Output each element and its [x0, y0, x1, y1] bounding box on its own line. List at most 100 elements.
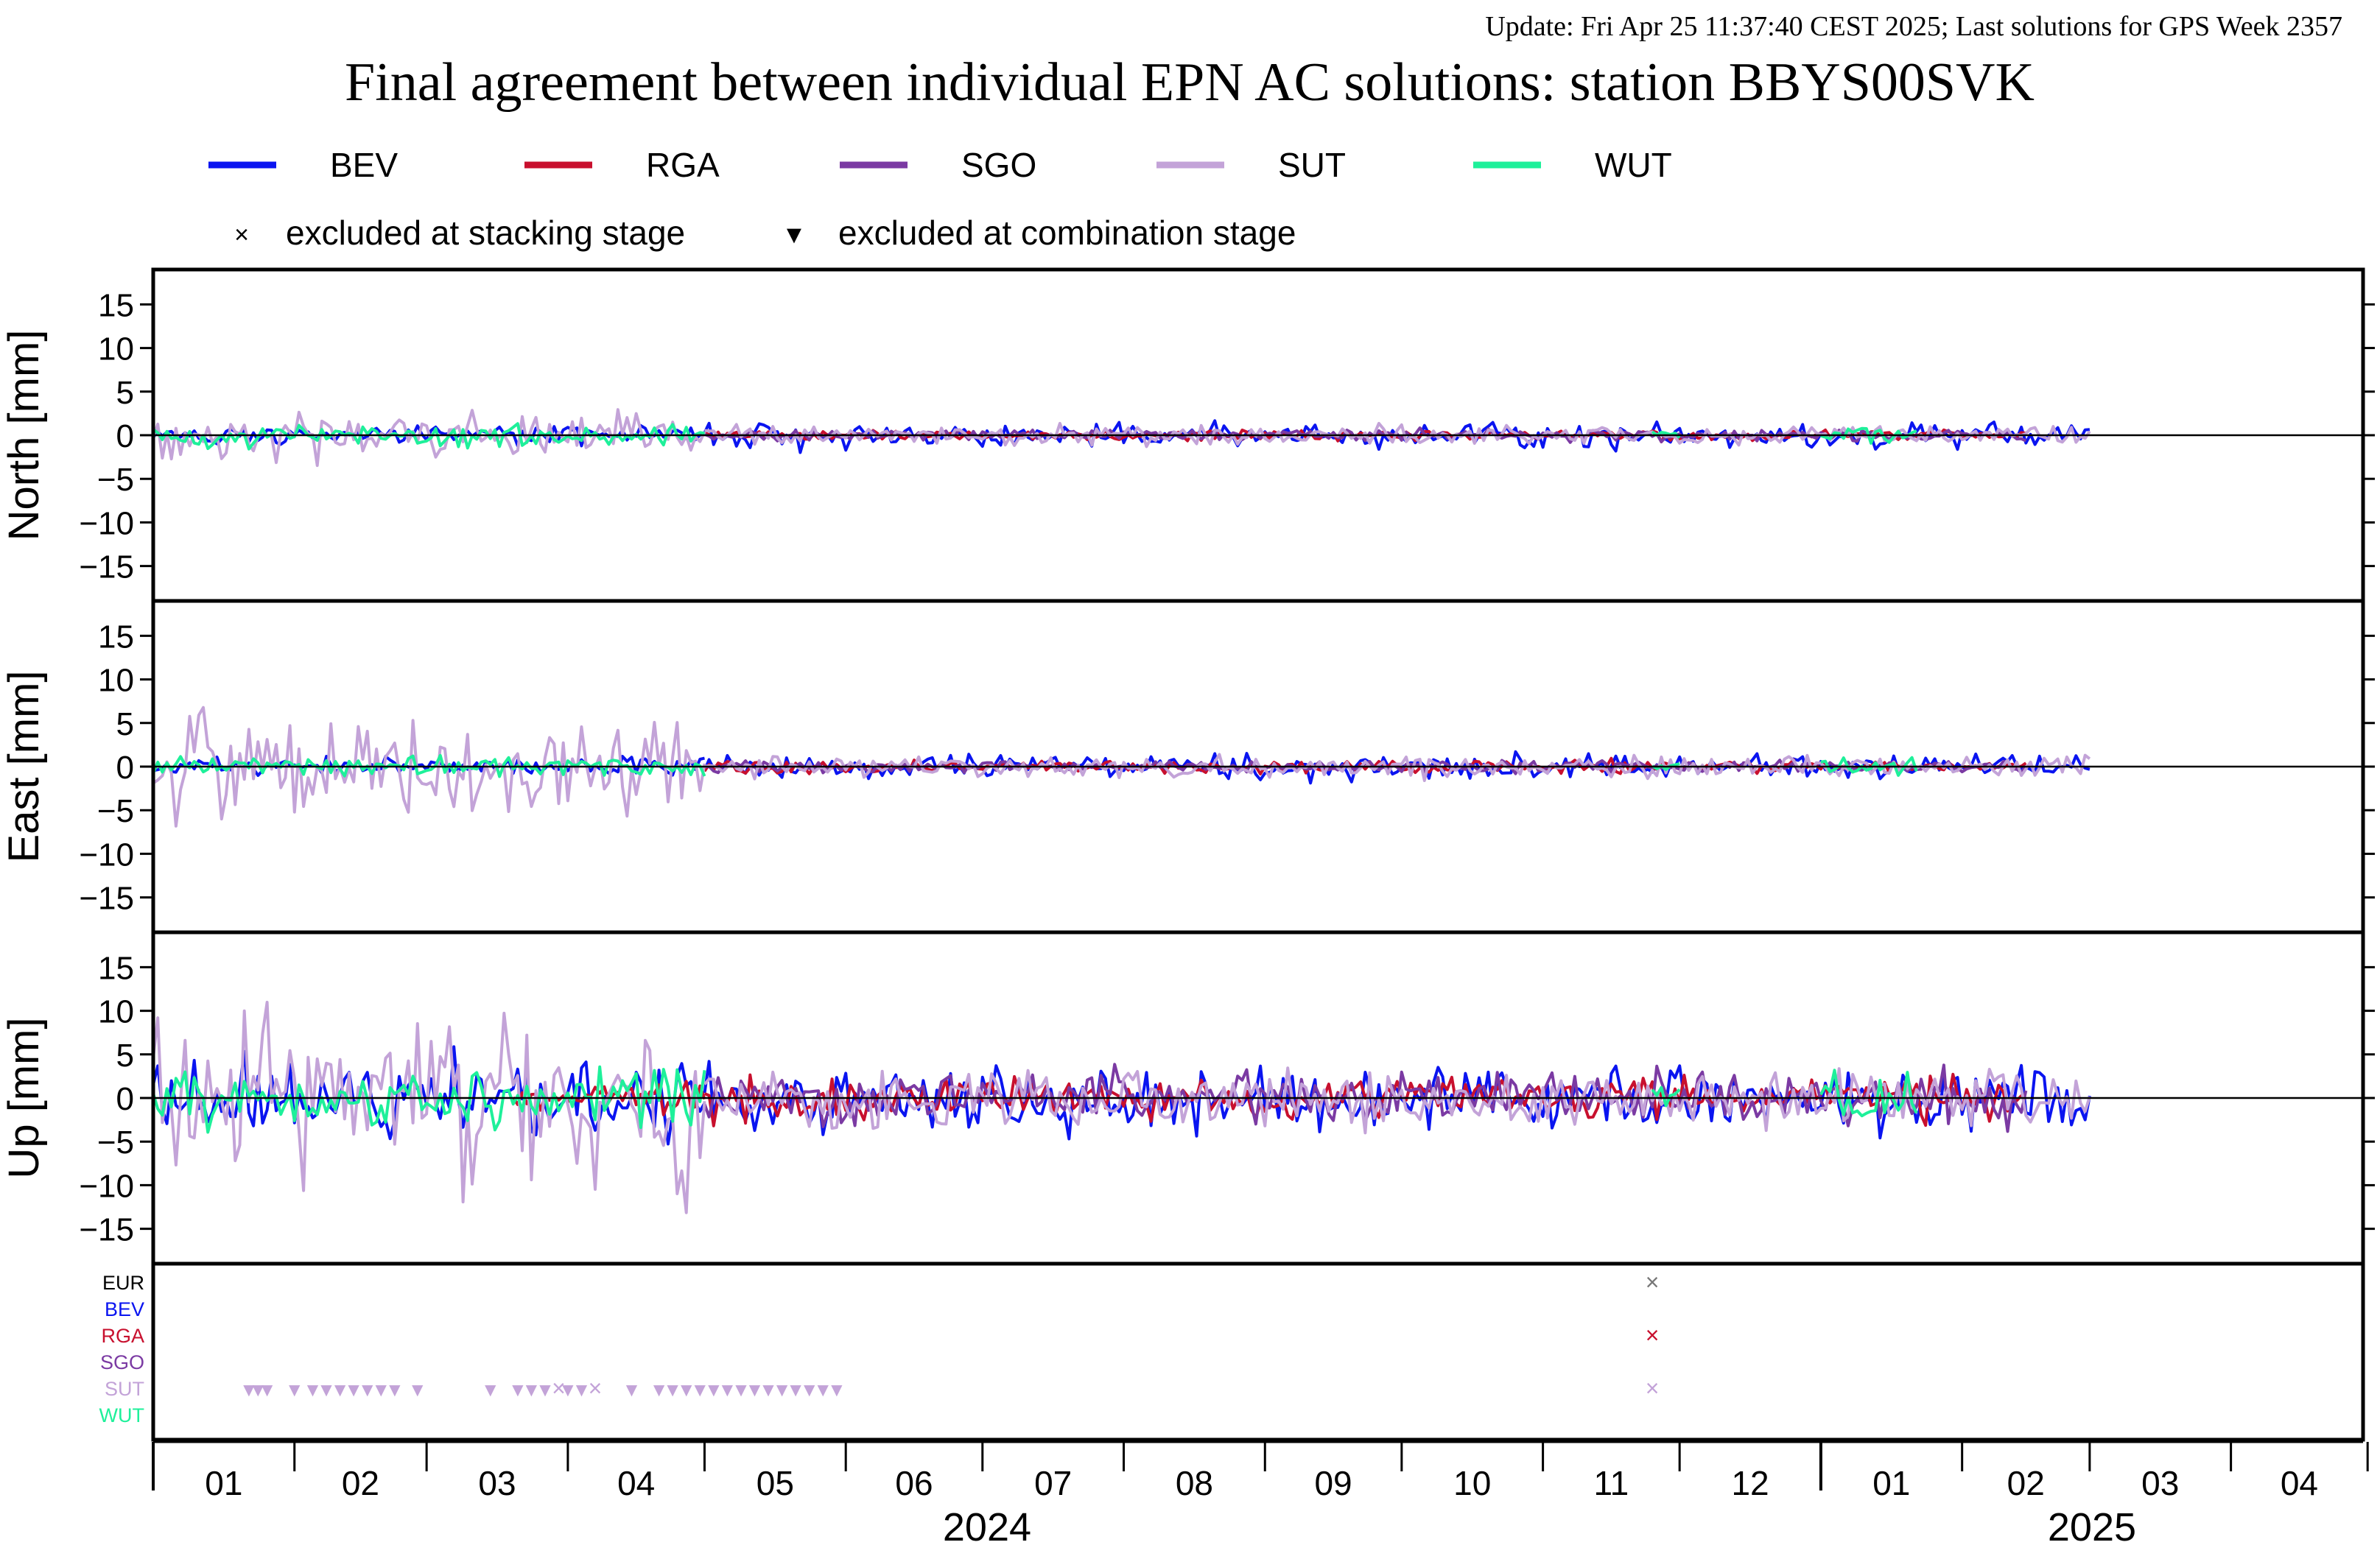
exclusion-marker: ▼	[285, 1379, 304, 1401]
panel-east: 15 10 5 0 −5 −10 −15 East [mm]	[0, 599, 2375, 935]
x-month-label: 01	[1872, 1464, 1910, 1502]
x-month-label: 06	[895, 1464, 933, 1502]
exclusion-marker: ▼	[786, 1379, 805, 1401]
exclusion-marker: ▼	[239, 1379, 259, 1401]
y-tick-label: −15	[79, 549, 134, 585]
y-tick-label: 10	[98, 663, 134, 699]
exclusion-marker: ▼	[813, 1379, 832, 1401]
exclusion-frame	[151, 1261, 2365, 1442]
exclusion-marker: ▼	[331, 1379, 350, 1401]
exclusion-row-label-sut: SUT	[105, 1378, 144, 1400]
exclusion-marker: ▼	[385, 1379, 404, 1401]
exclusion-row-label-eur: EUR	[102, 1272, 144, 1294]
x-month-label: 03	[2141, 1464, 2179, 1502]
series-line-sut	[704, 753, 2091, 782]
y-tick-label: 15	[98, 619, 134, 655]
series-line-wut	[153, 422, 705, 451]
x-month-label: 10	[1453, 1464, 1491, 1502]
y-tick-label: −5	[97, 462, 134, 498]
exclusion-marker: ▼	[481, 1379, 500, 1401]
chart-title: Final agreement between individual EPN A…	[345, 52, 2035, 113]
x-month-label: 11	[1593, 1464, 1629, 1502]
legend-label-sgo: SGO	[961, 146, 1036, 184]
exclusion-row-label-bev: BEV	[105, 1298, 144, 1320]
exclusion-marker: ▼	[522, 1379, 541, 1401]
x-month-label: 05	[757, 1464, 794, 1502]
exclusion-marker: ▼	[371, 1379, 390, 1401]
x-month-label: 02	[2007, 1464, 2045, 1502]
series-line-wut	[153, 1065, 706, 1134]
exclusion-marker: ▼	[358, 1379, 377, 1401]
exclusion-marker: ▼	[731, 1379, 751, 1401]
y-tick-label: 15	[98, 950, 134, 986]
series-line-sut	[704, 421, 2091, 448]
update-timestamp: Update: Fri Apr 25 11:37:40 CEST 2025; L…	[1485, 11, 2342, 42]
panels: 15 10 5 0 −5 −10 −15 North [mm] 15 10 5 0 −5 −10 −15 Ea…	[0, 267, 2375, 1266]
y-tick-label: 5	[116, 706, 134, 742]
series-line-wut	[1651, 762, 1680, 772]
x-month-label: 04	[2281, 1464, 2318, 1502]
x-month-label: 01	[205, 1464, 242, 1502]
exclusion-marker: ×	[1646, 1375, 1660, 1401]
y-tick-label: −5	[97, 793, 134, 829]
x-year-label: 2024	[943, 1505, 1031, 1545]
legend-label-sut: SUT	[1278, 146, 1346, 184]
exclusion-row-label-wut: WUT	[99, 1404, 144, 1426]
exclusion-marker: ▼	[759, 1379, 778, 1401]
exclusion-marker: ▼	[650, 1379, 669, 1401]
exclusion-marker: ▼	[800, 1379, 819, 1401]
x-month-label: 03	[478, 1464, 516, 1502]
exclusion-marker: ×	[1646, 1322, 1660, 1348]
y-tick-label: −10	[79, 1168, 134, 1204]
y-tick-label: 5	[116, 1038, 134, 1074]
y-tick-label: 15	[98, 287, 134, 323]
y-tick-label: 0	[116, 418, 134, 454]
y-tick-label: −5	[97, 1125, 134, 1161]
exclusion-marker: ▼	[508, 1379, 527, 1401]
exclusion-marker: ▼	[622, 1379, 642, 1401]
exclusion-marker: ▼	[572, 1379, 592, 1401]
y-tick-label: −15	[79, 1212, 134, 1248]
y-tick-label: 0	[116, 1081, 134, 1117]
exclusion-marker: ×	[589, 1375, 603, 1401]
exclusion-marker: ▼	[704, 1379, 723, 1401]
exclusion-marker: ▼	[677, 1379, 696, 1401]
legend-marker-label: excluded at combination stage	[838, 214, 1296, 252]
y-axis-label: North [mm]	[0, 330, 48, 541]
series-line-wut	[1651, 1085, 1681, 1108]
legend-marker-symbol: ▼	[782, 221, 807, 249]
exclusion-marker: ▼	[536, 1379, 555, 1401]
exclusion-marker: ▼	[718, 1379, 737, 1401]
y-tick-label: −15	[79, 881, 134, 917]
exclusion-marker: ▼	[317, 1379, 336, 1401]
y-tick-label: 10	[98, 994, 134, 1030]
legend-label-rga: RGA	[646, 146, 720, 184]
x-month-label: 07	[1034, 1464, 1072, 1502]
series-group	[153, 1001, 2091, 1214]
x-month-label: 04	[617, 1464, 655, 1502]
exclusion-marker: ▼	[248, 1379, 267, 1401]
y-tick-label: −10	[79, 837, 134, 873]
legend: BEV RGA SGO SUT WUT × excluded at stacking sta…	[208, 146, 1672, 252]
exclusion-marker: ×	[552, 1375, 566, 1401]
exclusion-row-label-rga: RGA	[101, 1325, 144, 1347]
y-tick-label: −10	[79, 505, 134, 541]
x-axis: 01 02 03 04 05 06 07 08 09 10 11 12 01 02 03 04 2024 2025	[152, 1440, 2369, 1545]
panel-up: 15 10 5 0 −5 −10 −15 Up [mm]	[0, 930, 2375, 1266]
x-year-label: 2025	[2048, 1505, 2136, 1545]
exclusion-marker: ▼	[690, 1379, 709, 1401]
y-axis-label: East [mm]	[0, 670, 48, 862]
legend-marker-symbol: ×	[234, 221, 249, 249]
y-tick-label: 10	[98, 331, 134, 367]
series-group	[153, 408, 2091, 468]
panel-north: 15 10 5 0 −5 −10 −15 North [mm]	[0, 267, 2375, 603]
y-axis-label: Up [mm]	[0, 1017, 48, 1178]
exclusion-marker: ▼	[827, 1379, 846, 1401]
exclusion-marker: ▼	[663, 1379, 682, 1401]
series-line-wut	[153, 753, 706, 778]
series-line-sut	[703, 1066, 2091, 1135]
exclusion-marker: ▼	[773, 1379, 792, 1401]
exclusion-marker: ▼	[303, 1379, 323, 1401]
